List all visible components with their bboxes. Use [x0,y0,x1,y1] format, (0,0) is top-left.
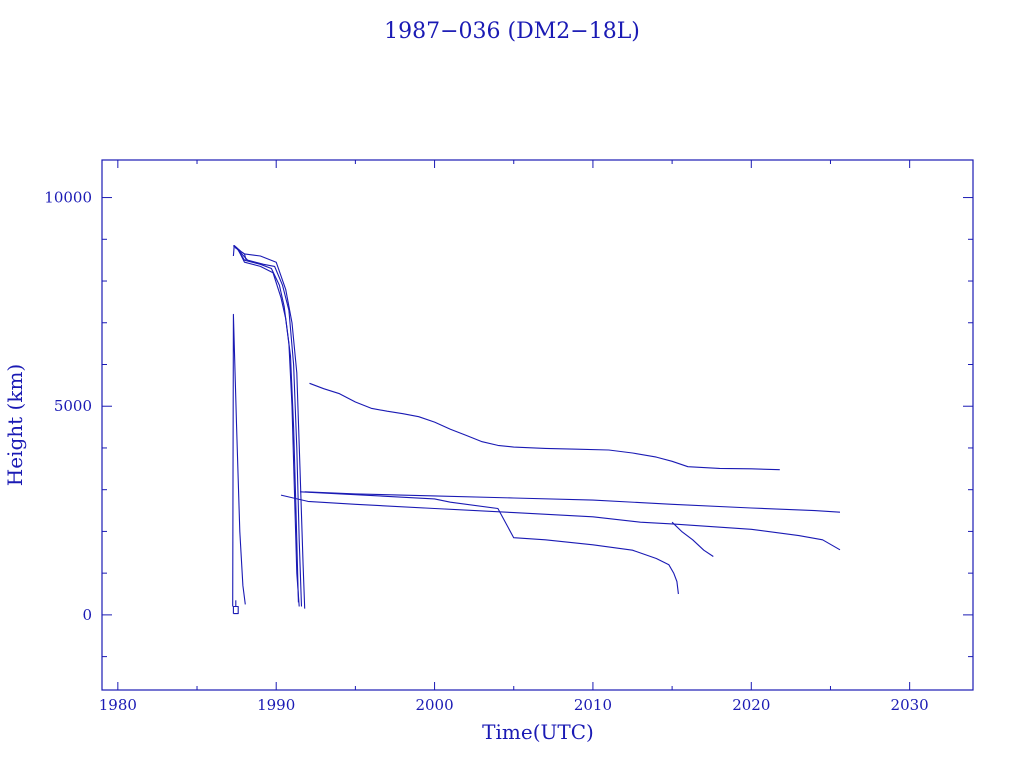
x-tick-label: 2000 [415,696,453,714]
x-tick-label: 2020 [732,696,770,714]
y-axis: 0 5000 10000 [44,189,973,658]
series-line-9 [280,494,841,551]
x-axis: 1980 1990 2000 2010 2020 2030 [99,160,929,714]
series-line-8 [304,491,841,513]
series-line-6 [234,247,306,609]
y-axis-label: Height (km) [3,364,27,486]
x-tick-label: 1990 [257,696,295,714]
series-line-11 [671,521,714,557]
x-tick-label: 2010 [574,696,612,714]
series-line-12 [232,605,239,615]
x-tick-label: 2030 [891,696,929,714]
series-layer [232,245,841,615]
series-line-4 [233,245,299,603]
x-tick-label: 1980 [99,696,137,714]
chart-title: 1987−036 (DM2−18L) [384,19,640,44]
series-line-10 [299,491,679,595]
plot-frame [101,159,974,691]
y-tick-label: 0 [82,606,92,624]
y-tick-label: 5000 [54,397,92,415]
x-axis-label: Time(UTC) [482,720,594,744]
series-line-2 [232,313,246,607]
series-line-3 [233,245,300,607]
series-line-7 [309,382,780,471]
y-tick-label: 10000 [44,189,92,207]
series-line-5 [233,245,303,607]
